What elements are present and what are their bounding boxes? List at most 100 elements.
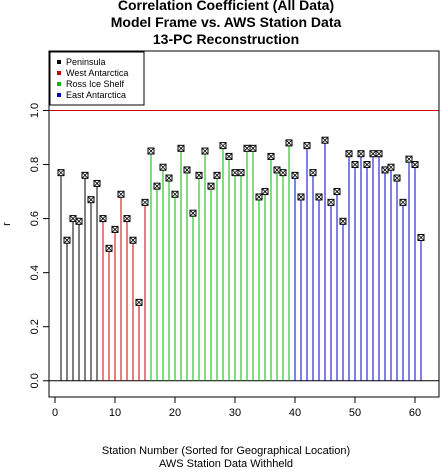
point-station-17 bbox=[153, 182, 161, 190]
point-station-59 bbox=[405, 155, 413, 163]
point-cross-b-station-30 bbox=[231, 169, 239, 176]
point-station-27 bbox=[213, 171, 221, 179]
plot-frame bbox=[48, 50, 440, 398]
point-station-42 bbox=[303, 142, 311, 150]
point-cross-b-station-35 bbox=[261, 188, 269, 195]
point-station-30 bbox=[231, 169, 239, 177]
point-cross-b-station-4 bbox=[75, 218, 83, 225]
y-tick-label-1: 0.2 bbox=[29, 319, 41, 334]
point-cross-b-station-57 bbox=[393, 174, 401, 182]
point-station-6 bbox=[87, 196, 95, 204]
point-station-38 bbox=[279, 169, 287, 177]
point-cross-b-station-2 bbox=[63, 236, 71, 244]
point-cross-b-station-43 bbox=[309, 169, 317, 176]
point-station-51 bbox=[357, 150, 365, 158]
point-station-25 bbox=[201, 147, 209, 155]
point-station-8 bbox=[99, 215, 107, 223]
point-cross-b-station-31 bbox=[237, 169, 245, 176]
point-station-37 bbox=[273, 166, 281, 174]
legend-label-peninsula: Peninsula bbox=[66, 57, 106, 67]
point-station-2 bbox=[63, 236, 71, 244]
point-station-13 bbox=[129, 236, 137, 244]
plot-area bbox=[49, 109, 439, 382]
point-cross-b-station-22 bbox=[183, 166, 191, 174]
point-cross-b-station-47 bbox=[333, 188, 341, 195]
x-tick-label-40: 40 bbox=[289, 407, 301, 419]
x-tick-label-10: 10 bbox=[109, 407, 121, 419]
point-cross-b-station-28 bbox=[219, 142, 227, 149]
point-station-35 bbox=[261, 188, 269, 196]
x-tick-label-0: 0 bbox=[52, 407, 58, 419]
legend-marker-ross-ice-shelf bbox=[57, 82, 61, 86]
point-cross-b-station-34 bbox=[255, 193, 263, 201]
point-cross-b-station-18 bbox=[159, 163, 167, 171]
point-cross-b-station-49 bbox=[345, 150, 353, 158]
legend-label-ross-ice-shelf: Ross Ice Shelf bbox=[66, 79, 125, 89]
point-cross-b-station-42 bbox=[303, 142, 311, 149]
point-cross-b-station-39 bbox=[285, 139, 293, 147]
point-cross-b-station-54 bbox=[375, 150, 383, 158]
point-cross-b-station-14 bbox=[135, 299, 143, 306]
x-axis-subtitle: AWS Station Data Withheld bbox=[159, 458, 293, 470]
point-cross-b-station-50 bbox=[351, 161, 359, 168]
legend: Peninsula West Antarctica Ross Ice Shelf… bbox=[49, 51, 145, 106]
point-cross-b-station-32 bbox=[243, 145, 251, 152]
point-cross-b-station-5 bbox=[81, 172, 89, 179]
point-cross-b-station-48 bbox=[339, 218, 347, 225]
point-station-50 bbox=[351, 161, 359, 169]
point-cross-b-station-59 bbox=[405, 155, 413, 163]
point-cross-b-station-6 bbox=[87, 196, 95, 203]
point-station-15 bbox=[141, 198, 149, 206]
point-station-18 bbox=[159, 163, 167, 171]
point-station-11 bbox=[117, 190, 125, 198]
x-tick-label-30: 30 bbox=[229, 407, 241, 419]
point-station-19 bbox=[165, 174, 173, 182]
point-station-41 bbox=[297, 193, 305, 201]
point-station-44 bbox=[315, 193, 323, 201]
point-station-47 bbox=[333, 188, 341, 196]
point-station-21 bbox=[177, 144, 185, 152]
point-cross-b-station-23 bbox=[189, 209, 197, 217]
point-cross-b-station-3 bbox=[69, 215, 77, 222]
point-station-31 bbox=[237, 169, 245, 177]
legend-label-west-antarctica: West Antarctica bbox=[66, 68, 128, 78]
point-cross-b-station-38 bbox=[279, 169, 287, 176]
point-station-58 bbox=[399, 198, 407, 206]
point-cross-b-station-21 bbox=[177, 145, 185, 152]
legend-marker-east-antarctica bbox=[57, 93, 61, 97]
point-cross-b-station-40 bbox=[291, 172, 299, 179]
point-cross-b-station-55 bbox=[381, 166, 389, 174]
point-cross-b-station-52 bbox=[363, 161, 371, 168]
point-cross-b-station-12 bbox=[123, 215, 131, 222]
point-cross-b-station-16 bbox=[147, 147, 155, 155]
point-cross-b-station-15 bbox=[141, 199, 149, 206]
point-station-57 bbox=[393, 174, 401, 182]
y-tick-label-3: 0.6 bbox=[29, 211, 41, 226]
point-cross-b-station-61 bbox=[417, 234, 425, 241]
point-station-46 bbox=[327, 198, 335, 206]
point-cross-b-station-9 bbox=[105, 245, 113, 252]
y-tick-label-0: 0.0 bbox=[29, 373, 41, 388]
legend-marker-west-antarctica bbox=[57, 71, 61, 75]
point-cross-b-station-25 bbox=[201, 147, 209, 155]
point-station-49 bbox=[345, 150, 353, 158]
point-cross-b-station-17 bbox=[153, 182, 161, 190]
point-cross-b-station-7 bbox=[93, 180, 101, 187]
chart-title-line-2: Model Frame vs. AWS Station Data bbox=[111, 14, 342, 30]
point-cross-b-station-58 bbox=[399, 199, 407, 206]
point-station-9 bbox=[105, 244, 113, 252]
point-station-54 bbox=[375, 150, 383, 158]
point-station-16 bbox=[147, 147, 155, 155]
point-station-43 bbox=[309, 169, 317, 177]
point-station-56 bbox=[387, 163, 395, 171]
point-cross-b-station-46 bbox=[327, 199, 335, 206]
point-station-20 bbox=[171, 190, 179, 198]
point-cross-b-station-53 bbox=[369, 150, 377, 158]
point-cross-b-station-24 bbox=[195, 172, 203, 179]
point-station-36 bbox=[267, 152, 275, 160]
point-station-40 bbox=[291, 171, 299, 179]
point-station-48 bbox=[339, 217, 347, 225]
x-tick-label-50: 50 bbox=[349, 407, 361, 419]
point-cross-b-station-8 bbox=[99, 215, 107, 222]
